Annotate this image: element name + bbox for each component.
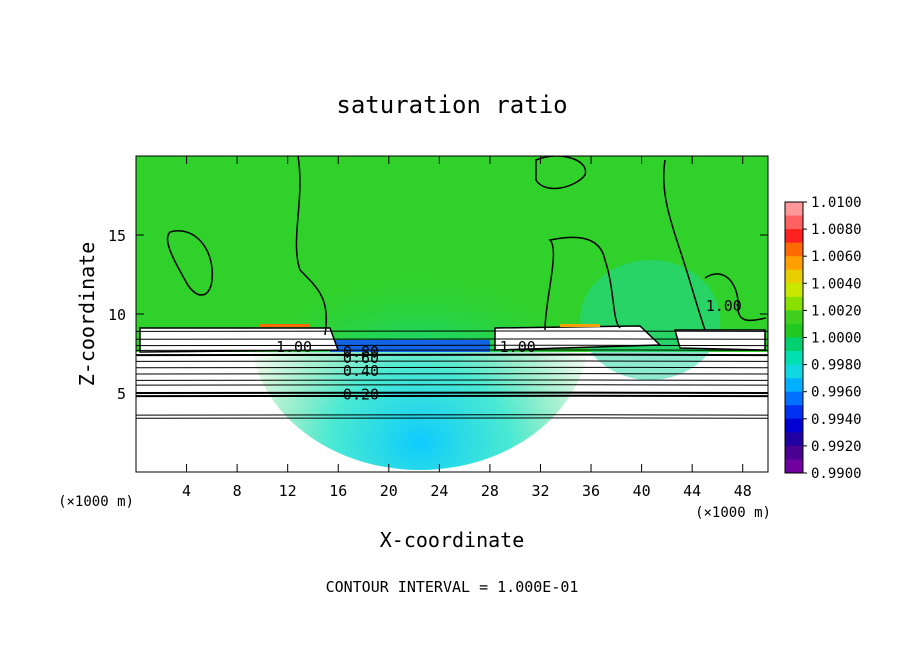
contour-label: 0.60 — [343, 349, 379, 367]
colorbar-label: 1.0040 — [811, 276, 862, 292]
contour-level-line — [136, 349, 768, 352]
x-tick-label: 40 — [633, 482, 651, 500]
colorbar-label: 0.9920 — [811, 439, 862, 455]
colorbar-label: 0.9940 — [811, 412, 862, 428]
contour-interval-note: CONTOUR INTERVAL = 1.000E-01 — [326, 578, 579, 596]
x-tick-label: 12 — [279, 482, 297, 500]
contour-label: 1.00 — [706, 297, 742, 315]
colorbar-swatch — [785, 323, 803, 338]
saturation-low-region-east — [580, 260, 720, 380]
colorbar-swatch — [785, 378, 803, 393]
colorbar-swatch — [785, 269, 803, 284]
colorbar-label: 0.9900 — [811, 466, 862, 482]
colorbar-label: 1.0000 — [811, 331, 862, 347]
colorbar-label: 1.0080 — [811, 222, 862, 238]
colorbar-swatch — [785, 445, 803, 460]
colorbar-swatch — [785, 283, 803, 298]
colorbar-label: 1.0100 — [811, 195, 862, 211]
contour-level-line — [136, 391, 768, 395]
x-unit-note: (×1000 m) — [695, 505, 771, 521]
x-tick-label: 8 — [233, 482, 242, 500]
contour-line — [704, 273, 767, 322]
x-axis: 4 8 12 16 20 24 28 32 36 40 44 48 — [182, 156, 752, 500]
x-tick-label: 48 — [734, 482, 752, 500]
y-axis-label: Z-coordinate — [75, 242, 99, 387]
y-axis: 5 10 15 — [108, 227, 768, 403]
warm-edge-west — [260, 324, 310, 327]
contour-level-line — [136, 353, 768, 357]
warm-edge-east — [560, 324, 600, 327]
contour-line — [295, 156, 327, 336]
colorbar-swatch — [785, 310, 803, 325]
colorbar-label: 0.9980 — [811, 358, 862, 374]
colorbar-swatch — [785, 405, 803, 420]
x-axis-label: X-coordinate — [380, 528, 525, 552]
colorbar-swatch — [785, 296, 803, 311]
colorbar-swatch — [785, 256, 803, 271]
colorbar-swatch — [785, 202, 803, 217]
y-tick-label: 10 — [108, 306, 126, 324]
colorbar-swatch — [785, 418, 803, 433]
colorbar-swatch — [785, 242, 803, 257]
contour-level-line — [136, 338, 768, 341]
colorbar-label: 0.9960 — [811, 385, 862, 401]
colorbar-label: 1.0060 — [811, 249, 862, 265]
contour-line — [662, 159, 706, 331]
x-tick-label: 44 — [683, 482, 701, 500]
saturation-low-region — [250, 190, 590, 470]
colorbar-swatch — [785, 432, 803, 447]
contour-label: 1.00 — [276, 338, 312, 356]
colorbar-swatch — [785, 229, 803, 244]
contour-line — [166, 230, 213, 296]
contour-label: 1.00 — [500, 338, 536, 356]
colorbar-swatch — [785, 215, 803, 230]
contour-level-line — [136, 417, 768, 420]
contour-label: 0.40 — [343, 362, 379, 380]
y-tick-label: 5 — [117, 385, 126, 403]
plot-area — [136, 156, 768, 472]
contour-labels: 1.00 0.800.600.40 0.20 1.00 1.00 — [276, 297, 742, 404]
colorbar: 1.0100 1.0080 1.0060 1.0040 1.0020 1.0000 0.99… — [784, 195, 862, 482]
contour-level-line — [136, 394, 768, 398]
contour-levels — [136, 330, 768, 420]
colorbar-swatch — [785, 337, 803, 352]
colorbar-swatch — [785, 391, 803, 406]
contour-level-line — [136, 366, 768, 369]
x-tick-label: 20 — [380, 482, 398, 500]
colorbar-label: 1.0020 — [811, 303, 862, 319]
contour-label: 0.20 — [343, 386, 379, 404]
y-unit-note: (×1000 m) — [58, 494, 134, 510]
cloud-layer-far-east — [674, 329, 766, 351]
colorbar-swatch — [785, 459, 803, 474]
colorbar-swatch — [785, 351, 803, 366]
contour-level-line — [136, 414, 768, 417]
contour-level-line — [136, 360, 768, 363]
x-tick-label: 32 — [531, 482, 549, 500]
saturation-min-band — [330, 340, 490, 352]
x-tick-label: 4 — [182, 482, 191, 500]
contour-level-line — [136, 379, 768, 382]
x-tick-label: 16 — [329, 482, 347, 500]
x-tick-label: 36 — [582, 482, 600, 500]
x-tick-label: 24 — [430, 482, 448, 500]
contour-level-line — [136, 373, 768, 375]
x-tick-label: 28 — [481, 482, 499, 500]
contour-level-line — [136, 330, 768, 333]
y-tick-label: 15 — [108, 227, 126, 245]
colorbar-swatch — [785, 364, 803, 379]
contour-label: 0.80 — [343, 343, 379, 361]
chart-title: saturation ratio — [336, 91, 567, 119]
contour-level-line — [136, 384, 768, 387]
contour-line — [544, 236, 621, 331]
contour-level-line — [136, 344, 768, 347]
